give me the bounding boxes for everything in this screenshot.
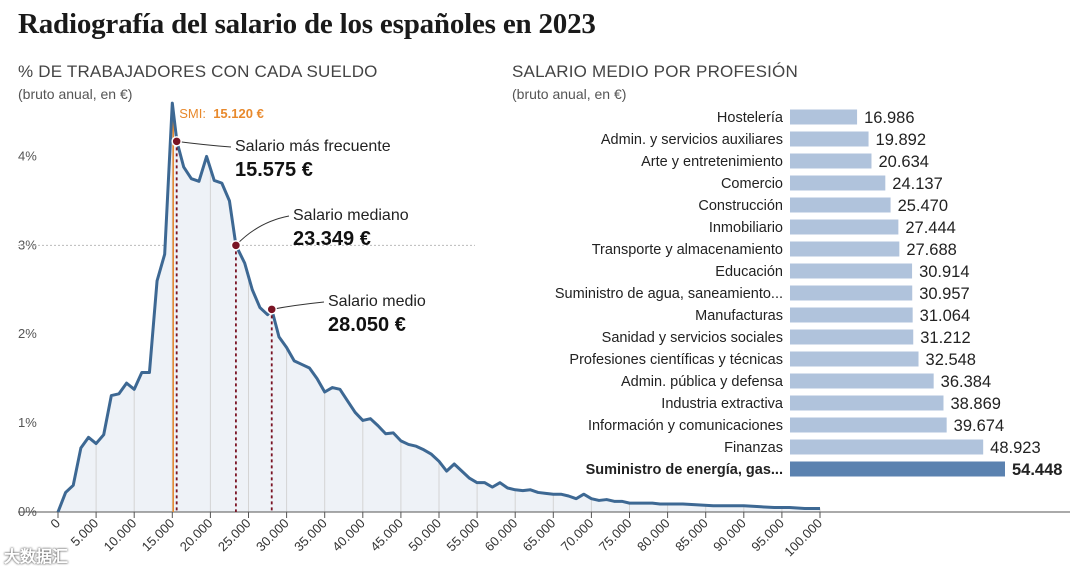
bar: [790, 461, 1005, 477]
bar-category-label: Industria extractiva: [661, 396, 784, 412]
bar-category-label: Arte y entretenimiento: [641, 154, 783, 170]
annotation-marker: [266, 304, 277, 315]
bar: [790, 131, 869, 147]
bar-value-label: 39.674: [954, 417, 1004, 435]
distribution-line: [56, 101, 820, 513]
x-tick-label: 65.000: [520, 516, 559, 555]
bar-category-label: Suministro de agua, saneamiento...: [555, 286, 783, 302]
bar: [790, 329, 914, 345]
bar-value-label: 30.957: [919, 285, 969, 303]
smi-label: SMI:: [179, 106, 206, 121]
left-chart-note: (bruto anual, en €): [18, 86, 133, 102]
annotation-label: Salario mediano: [293, 207, 409, 224]
left-chart-heading: % DE TRABAJADORES CON CADA SUELDO: [18, 62, 378, 81]
x-tick-label: 30.000: [253, 516, 292, 555]
bar-value-label: 25.470: [898, 197, 948, 215]
bar: [790, 241, 900, 257]
bar-category-label: Admin. pública y defensa: [621, 374, 784, 390]
x-tick-label: 100.000: [781, 516, 825, 560]
bar: [790, 395, 944, 411]
bar-value-label: 27.444: [905, 219, 955, 237]
bar: [790, 373, 934, 389]
right-chart-note: (bruto anual, en €): [512, 86, 627, 102]
x-tick-label: 70.000: [558, 516, 597, 555]
bar-category-label: Admin. y servicios auxiliares: [601, 132, 783, 148]
x-tick-label: 85.000: [672, 516, 711, 555]
x-tick-label: 60.000: [482, 516, 521, 555]
bar-value-label: 36.384: [941, 373, 991, 391]
x-tick-label: 5.000: [68, 516, 102, 550]
bar: [790, 285, 913, 301]
bar-category-label: Transporte y almacenamiento: [592, 242, 783, 258]
bar-category-label: Manufacturas: [695, 308, 783, 324]
bar-value-label: 19.892: [876, 131, 926, 149]
annotation-leader: [235, 215, 290, 246]
annotation-label: Salario medio: [328, 293, 426, 310]
bar-value-label: 48.923: [990, 439, 1040, 457]
x-tick-label: 80.000: [634, 516, 673, 555]
bar-value-label: 20.634: [878, 153, 928, 171]
x-tick-label: 45.000: [367, 516, 406, 555]
y-tick-label: 1%: [18, 415, 37, 430]
bar-value-label: 27.688: [906, 241, 956, 259]
annotation-marker: [171, 136, 182, 147]
bar-category-label: Educación: [715, 264, 783, 280]
x-tick-label: 90.000: [710, 516, 749, 555]
annotation-leader: [271, 301, 325, 310]
annotation-leader: [176, 140, 232, 148]
bar-value-label: 24.137: [892, 175, 942, 193]
smi-value: 15.120 €: [213, 106, 264, 121]
bar-category-label: Hostelería: [717, 110, 784, 126]
y-tick-label: 2%: [18, 326, 37, 341]
bar-category-label: Profesiones científicas y técnicas: [569, 352, 783, 368]
x-tick-label: 75.000: [596, 516, 635, 555]
bar: [790, 417, 947, 433]
annotation-label: Salario más frecuente: [235, 138, 391, 155]
bar-value-label: 54.448: [1012, 461, 1062, 479]
annotation-value: 23.349 €: [293, 228, 371, 250]
x-tick-label: 0: [47, 516, 63, 532]
bar: [790, 263, 913, 279]
right-chart-heading: SALARIO MEDIO POR PROFESIÓN: [512, 62, 798, 81]
bar: [790, 307, 913, 323]
bar-category-label: Construcción: [698, 198, 783, 214]
bar: [790, 175, 886, 191]
bar-value-label: 30.914: [919, 263, 969, 281]
bar: [790, 109, 858, 125]
bar: [790, 197, 891, 213]
y-tick-label: 4%: [18, 148, 37, 163]
x-tick-label: 55.000: [443, 516, 482, 555]
annotation-value: 28.050 €: [328, 314, 406, 336]
annotation-value: 15.575 €: [235, 159, 313, 181]
watermark: 大数据汇: [4, 549, 69, 566]
chart-title: Radiografía del salario de los españoles…: [18, 8, 596, 40]
bar-category-label: Suministro de energía, gas...: [586, 462, 783, 478]
bar-category-label: Inmobiliario: [709, 220, 783, 236]
bar-category-label: Sanidad y servicios sociales: [602, 330, 783, 346]
bar: [790, 219, 899, 235]
x-tick-label: 40.000: [329, 516, 368, 555]
x-tick-label: 25.000: [215, 516, 254, 555]
bar-value-label: 31.064: [920, 307, 970, 325]
x-tick-label: 35.000: [291, 516, 330, 555]
bar-value-label: 32.548: [926, 351, 976, 369]
bar-value-label: 38.869: [950, 395, 1000, 413]
x-tick-label: 10.000: [101, 516, 140, 555]
bar: [790, 439, 984, 455]
x-tick-label: 20.000: [177, 516, 216, 555]
bar: [790, 153, 872, 169]
bar-category-label: Información y comunicaciones: [588, 418, 783, 434]
bar-category-label: Finanzas: [724, 440, 783, 456]
bar-value-label: 31.212: [920, 329, 970, 347]
annotation-marker: [230, 240, 242, 251]
bar-category-label: Comercio: [721, 176, 783, 192]
bar-value-label: 16.986: [864, 109, 914, 127]
x-tick-label: 15.000: [139, 516, 178, 555]
x-tick-label: 50.000: [405, 516, 444, 555]
bar: [790, 351, 919, 367]
